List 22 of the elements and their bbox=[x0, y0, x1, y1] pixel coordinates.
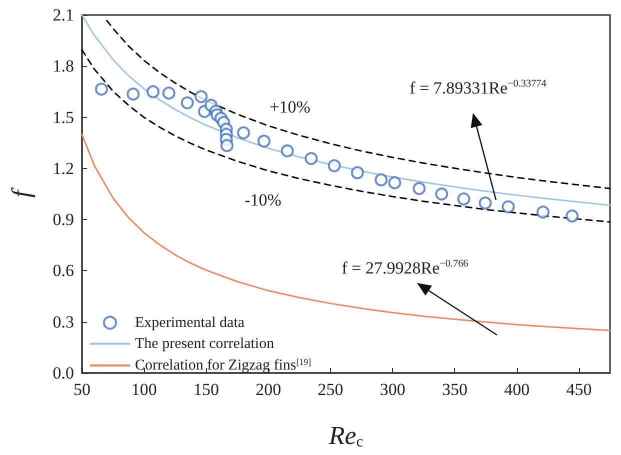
annotation: +10% bbox=[270, 98, 310, 116]
annotation: -10% bbox=[244, 190, 282, 210]
y-tick-label: 0.3 bbox=[52, 312, 74, 332]
y-tick-label: 2.1 bbox=[52, 6, 74, 24]
x-tick-label: 50 bbox=[74, 380, 90, 399]
x-tick-label: 250 bbox=[318, 380, 344, 399]
legend-label: Experimental data bbox=[135, 314, 245, 331]
y-tick-label: 0.9 bbox=[52, 210, 74, 230]
y-axis-title: f bbox=[6, 186, 36, 198]
x-tick-label: 100 bbox=[131, 380, 157, 399]
y-tick-label: 0.0 bbox=[52, 364, 74, 382]
x-tick-label: 150 bbox=[193, 380, 219, 399]
y-tick-label: 1.8 bbox=[52, 56, 74, 76]
x-tick-label: 350 bbox=[442, 380, 468, 399]
x-tick-label: 300 bbox=[380, 380, 406, 399]
x-tick-label: 450 bbox=[566, 380, 592, 399]
y-tick-label: 1.2 bbox=[52, 158, 74, 178]
y-tick-label: 1.5 bbox=[52, 108, 74, 127]
y-tick-label: 0.6 bbox=[52, 261, 74, 280]
x-tick-label: 400 bbox=[504, 380, 530, 399]
x-tick-label: 200 bbox=[256, 380, 282, 399]
legend-label: The present correlation bbox=[135, 336, 275, 352]
